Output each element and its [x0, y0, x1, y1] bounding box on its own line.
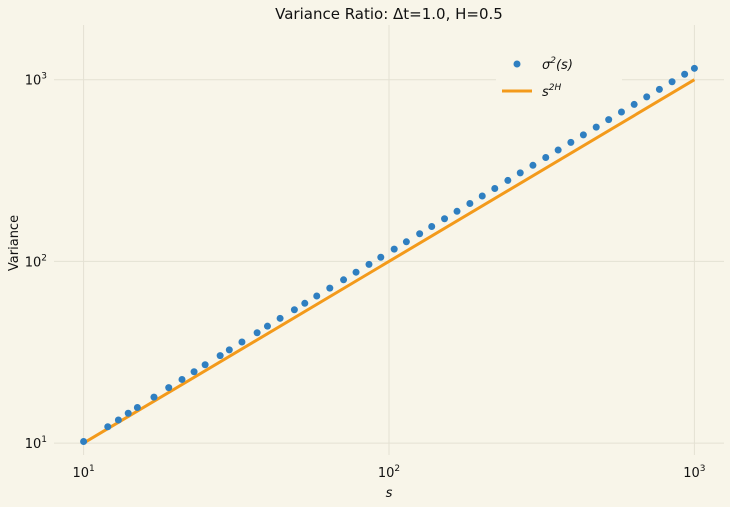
scatter-point-15 — [276, 314, 284, 322]
y-tick-label-1: 102 — [25, 253, 47, 270]
scatter-point-11 — [225, 346, 233, 354]
scatter-point-26 — [416, 230, 424, 238]
scatter-point-6 — [165, 384, 173, 392]
scatter-point-4 — [133, 404, 141, 412]
scatter-point-39 — [579, 131, 587, 139]
scatter-point-30 — [466, 200, 474, 208]
y-tick-label-0: 101 — [25, 435, 47, 452]
scatter-point-21 — [352, 268, 360, 276]
scatter-point-33 — [504, 176, 512, 184]
scatter-point-23 — [377, 253, 385, 261]
scatter-point-46 — [668, 78, 676, 86]
scatter-point-47 — [681, 70, 689, 78]
scatter-point-12 — [238, 338, 246, 346]
legend: σ2(s) s2H — [496, 48, 622, 106]
scatter-point-28 — [441, 215, 449, 223]
chart-title: Variance Ratio: Δt=1.0, H=0.5 — [275, 5, 503, 23]
x-tick-label-1: 102 — [378, 464, 400, 481]
scatter-point-8 — [190, 368, 198, 376]
grid — [54, 25, 724, 455]
scatter-point-38 — [567, 138, 575, 146]
scatter-point-31 — [478, 192, 486, 200]
scatter-point-10 — [216, 352, 224, 360]
scatter-point-35 — [529, 161, 537, 169]
y-tick-label-2: 103 — [25, 72, 47, 89]
scatter-point-20 — [340, 276, 348, 284]
scatter-point-24 — [390, 245, 398, 253]
y-axis-ticks: 101 102 103 — [25, 72, 47, 452]
scatter-point-43 — [630, 100, 638, 108]
line-series-1 — [82, 78, 696, 445]
scatter-point-27 — [428, 223, 436, 231]
scatter-point-29 — [453, 207, 461, 215]
scatter-point-17 — [301, 299, 309, 307]
scatter-point-41 — [605, 116, 613, 124]
scatter-point-2 — [114, 416, 122, 424]
scatter-point-13 — [253, 329, 261, 337]
scatter-point-34 — [516, 169, 524, 177]
scatter-point-37 — [554, 146, 562, 154]
x-tick-label-2: 103 — [683, 464, 705, 481]
x-axis-label: s — [386, 486, 393, 501]
scatter-point-45 — [655, 85, 663, 93]
scatter-point-14 — [263, 322, 271, 330]
y-axis-label: Variance — [7, 215, 22, 271]
scatter-series-layer — [80, 64, 698, 446]
scatter-point-7 — [178, 375, 186, 383]
scatter-point-1 — [104, 423, 112, 431]
scatter-point-19 — [326, 284, 334, 292]
legend-background — [496, 48, 622, 106]
legend-label-line: s2H — [542, 83, 562, 100]
scatter-point-9 — [201, 361, 209, 369]
legend-label-scatter: σ2(s) — [542, 56, 573, 73]
scatter-point-22 — [365, 260, 373, 268]
scatter-point-32 — [491, 184, 499, 192]
x-tick-label-0: 101 — [72, 464, 94, 481]
line-series-layer — [82, 78, 696, 445]
scatter-point-40 — [592, 123, 600, 131]
scatter-point-18 — [313, 292, 321, 300]
scatter-point-44 — [643, 93, 651, 101]
scatter-point-36 — [542, 154, 550, 162]
scatter-point-3 — [124, 409, 132, 417]
scatter-point-48 — [690, 64, 698, 72]
legend-marker-scatter — [513, 60, 521, 68]
scatter-point-0 — [80, 438, 88, 446]
scatter-point-16 — [290, 306, 298, 314]
x-axis-ticks: 101 102 103 — [72, 464, 705, 481]
scatter-point-5 — [150, 393, 158, 401]
scatter-point-42 — [617, 108, 625, 116]
scatter-point-25 — [402, 238, 410, 246]
